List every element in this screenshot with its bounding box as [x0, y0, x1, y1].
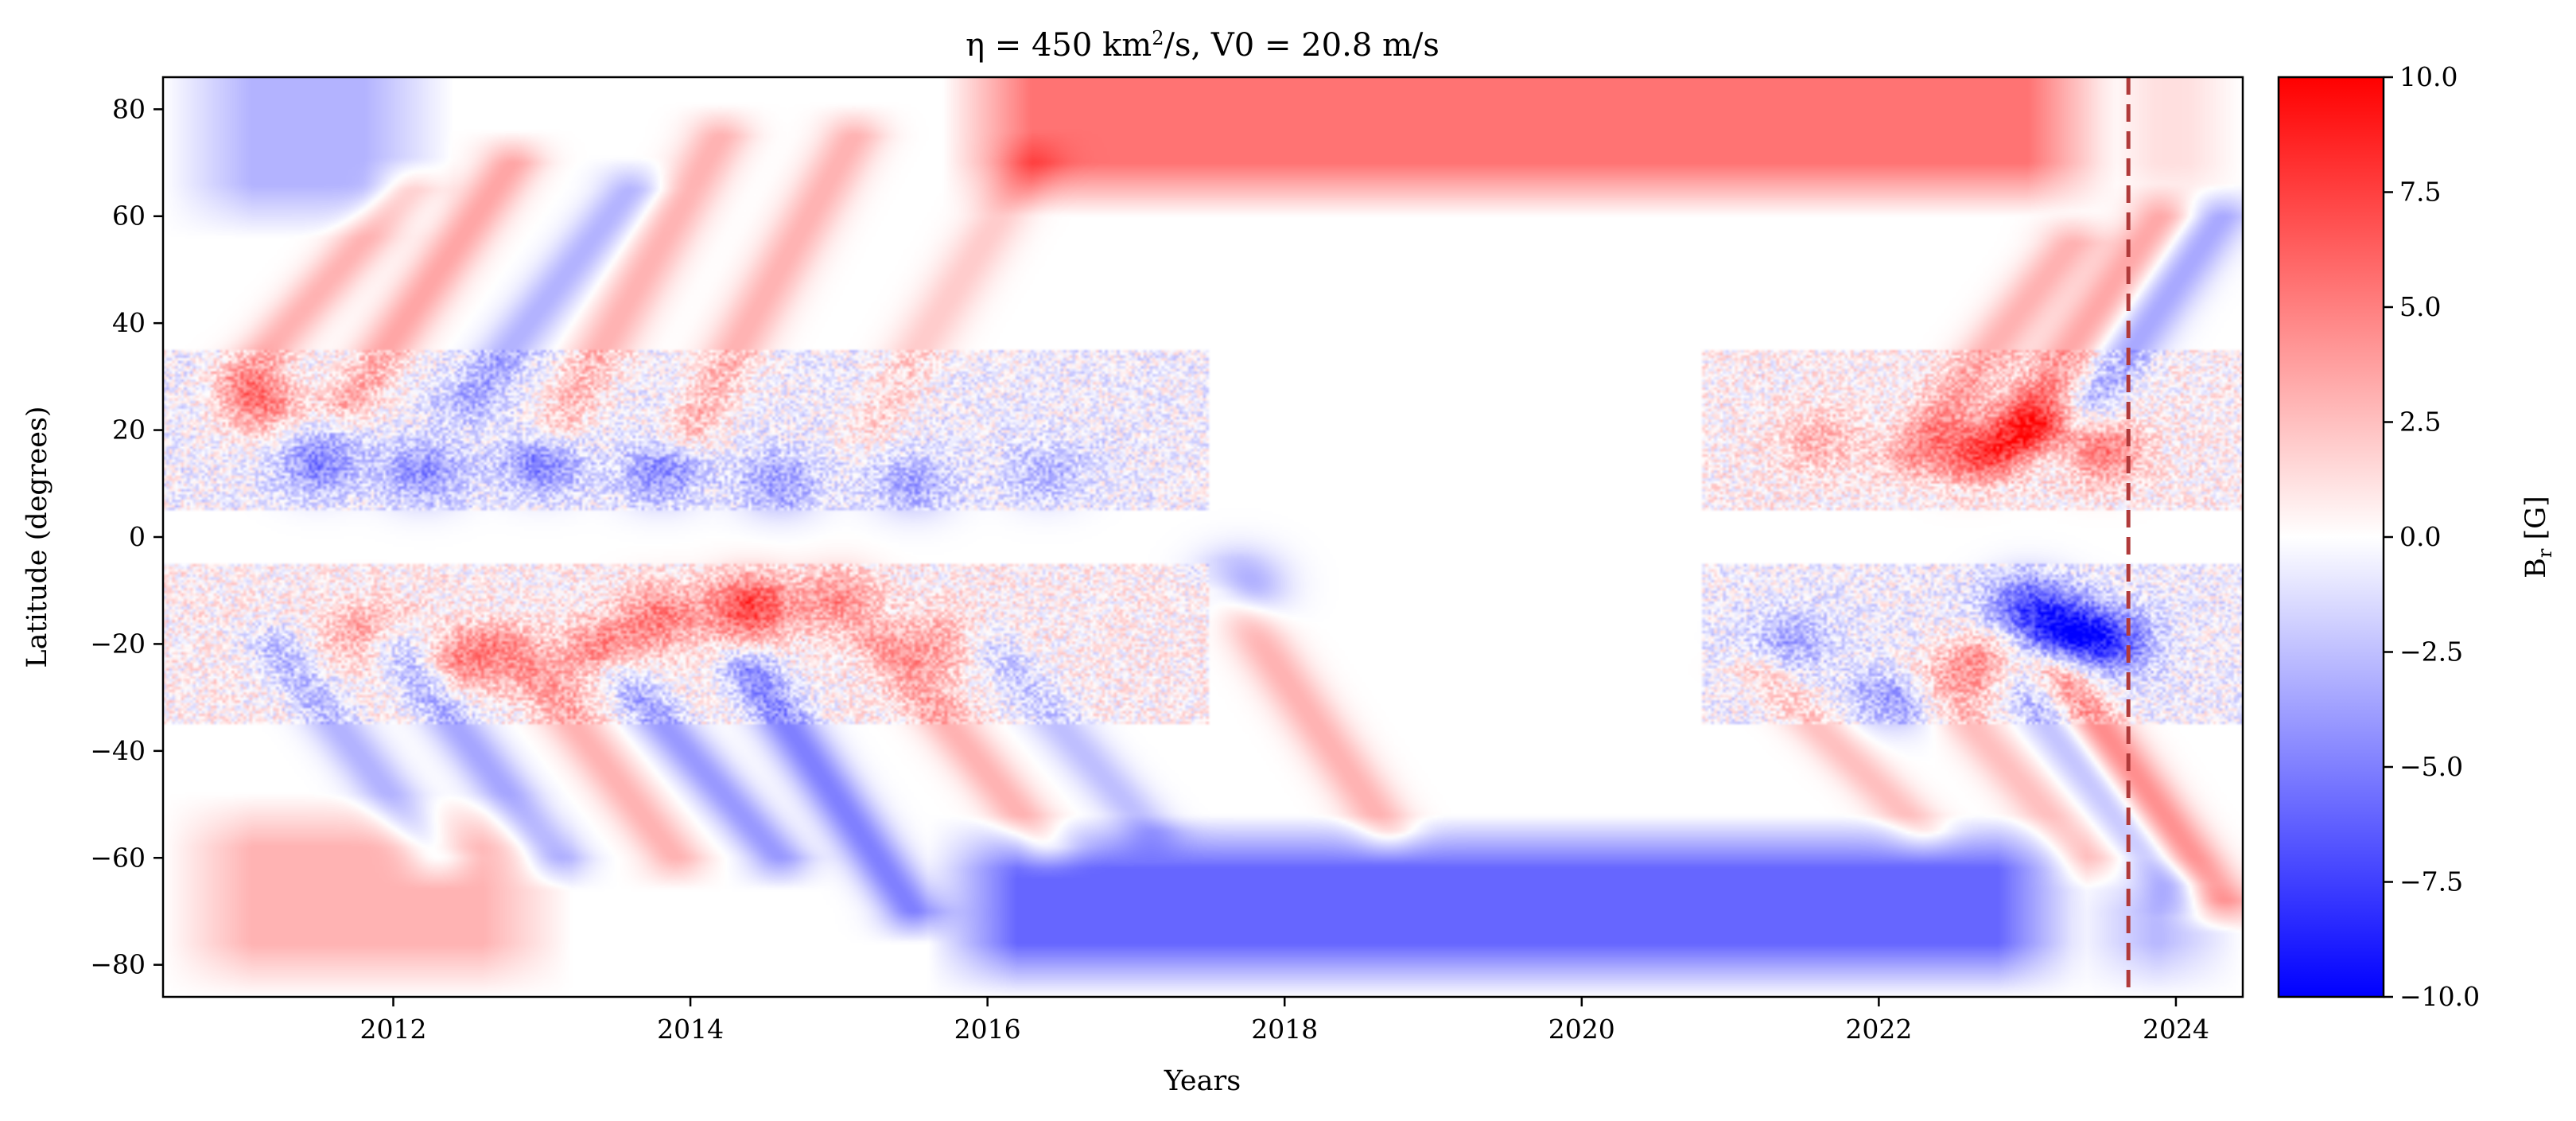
y-tick-label: 40 [112, 307, 146, 338]
x-tick-label: 2022 [1845, 1014, 1912, 1045]
y-tick-label: 0 [129, 521, 146, 552]
y-tick-label: −80 [90, 949, 146, 980]
colorbar-tick-label: 5.0 [2399, 291, 2441, 322]
x-tick-label: 2016 [954, 1014, 1021, 1045]
y-tick-label: −20 [90, 628, 146, 659]
x-axis: 2012 2014 2016 2018 2020 2022 2024 [360, 997, 2209, 1045]
heatmap-area [163, 77, 2243, 997]
colorbar-tick-label: −5.0 [2399, 751, 2463, 782]
colorbar-tick-label: −10.0 [2399, 981, 2480, 1012]
colorbar-tick-label: −2.5 [2399, 636, 2463, 668]
colorbar [2277, 76, 2385, 998]
y-tick-label: 60 [112, 200, 146, 232]
y-tick-label: 20 [112, 415, 146, 446]
colorbar-tick-label: 7.5 [2399, 177, 2441, 208]
y-tick-label: −60 [90, 842, 146, 873]
colorbar-tick-label: 10.0 [2399, 61, 2457, 92]
y-axis-label: Latitude (degrees) [21, 406, 53, 668]
x-tick-label: 2012 [360, 1014, 427, 1045]
x-tick-label: 2018 [1251, 1014, 1318, 1045]
y-axis: 80 60 40 20 0 −20 −40 −60 −80 [90, 93, 163, 980]
colorbar-label: Br [G] [2520, 496, 2556, 578]
heatmap-canvas [163, 77, 2243, 997]
colorbar-tick-label: 0.0 [2399, 521, 2441, 552]
colorbar-tick-label: −7.5 [2399, 866, 2463, 897]
y-tick-label: −40 [90, 735, 146, 766]
colorbar-ticks: 10.0 7.5 5.0 2.5 0.0 −2.5 −5.0 −7.5 −10.0 [2384, 61, 2480, 1012]
colorbar-tick-label: 2.5 [2399, 407, 2441, 438]
x-axis-label: Years [1164, 1065, 1241, 1097]
chart-title: η = 450 km2/s, V0 = 20.8 m/s [966, 27, 1440, 64]
x-tick-label: 2024 [2143, 1014, 2209, 1045]
x-tick-label: 2020 [1548, 1014, 1615, 1045]
y-tick-label: 80 [112, 93, 146, 124]
x-tick-label: 2014 [657, 1014, 724, 1045]
